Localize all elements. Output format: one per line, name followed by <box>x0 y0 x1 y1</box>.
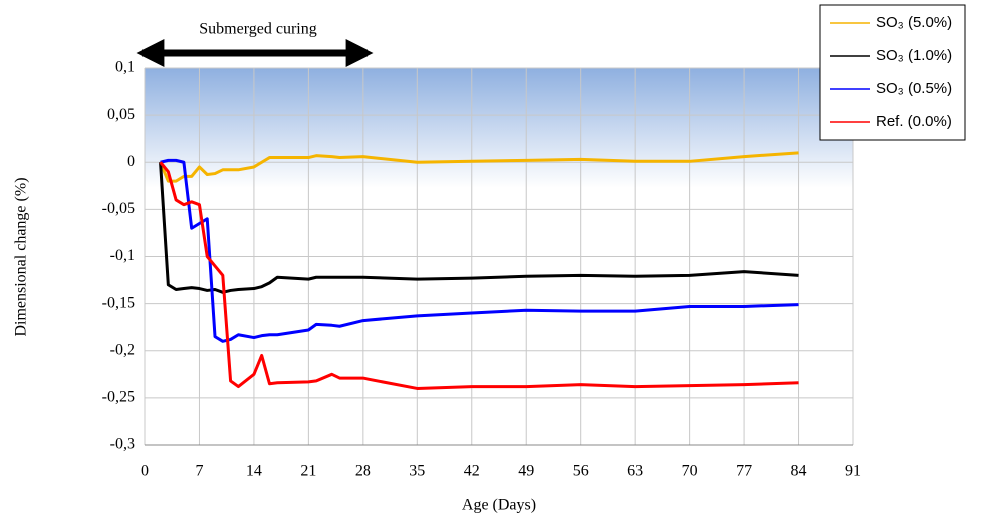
grid <box>144 67 854 446</box>
x-tick-label: 21 <box>300 463 316 480</box>
x-tick-label: 77 <box>736 463 752 480</box>
x-tick-label: 91 <box>845 463 861 480</box>
series-line <box>159 151 799 183</box>
legend-label: Ref. (0.0%) <box>876 113 952 130</box>
y-tick-label: 0 <box>127 153 135 170</box>
series-line <box>159 162 799 294</box>
legend-label: SO₃ (5.0%) <box>876 14 952 31</box>
x-tick-label: 42 <box>464 463 480 480</box>
y-tick-label: -0,05 <box>102 200 135 217</box>
x-tick-label: 7 <box>195 463 203 480</box>
x-tick-label: 63 <box>627 463 643 480</box>
x-tick-label: 49 <box>518 463 534 480</box>
x-tick-label: 14 <box>246 463 262 480</box>
x-tick-label: 35 <box>409 463 425 480</box>
y-axis-title: Dimensional change (%) <box>13 177 30 336</box>
background-band <box>145 68 853 188</box>
y-tick-label: 0,1 <box>115 59 135 76</box>
legend-entries: SO₃ (5.0%) SO₃ (1.0%) SO₃ (0.5%) Ref. (0.0%… <box>830 14 952 130</box>
x-tick-label: 28 <box>355 463 371 480</box>
y-tick-label: -0,2 <box>110 341 135 358</box>
legend-label: SO₃ (0.5%) <box>876 80 952 97</box>
annotation: Submerged curing <box>199 21 316 38</box>
legend <box>819 4 966 141</box>
series-line <box>160 158 799 343</box>
x-tick-label: 56 <box>573 463 589 480</box>
y-tick-label: -0,1 <box>110 247 135 264</box>
x-tick-label: 0 <box>141 463 149 480</box>
x-axis-title: Age (Days) <box>462 497 536 514</box>
y-tick-label: 0,05 <box>107 106 135 123</box>
x-tick-label: 70 <box>682 463 698 480</box>
legend-label: SO₃ (1.0%) <box>876 47 952 64</box>
lines <box>159 151 799 390</box>
y-tick-label: -0,15 <box>102 294 135 311</box>
series-line <box>159 161 799 390</box>
x-tick-label: 84 <box>791 463 807 480</box>
y-tick-label: -0,3 <box>110 436 135 453</box>
y-tick-label: -0,25 <box>102 389 135 406</box>
